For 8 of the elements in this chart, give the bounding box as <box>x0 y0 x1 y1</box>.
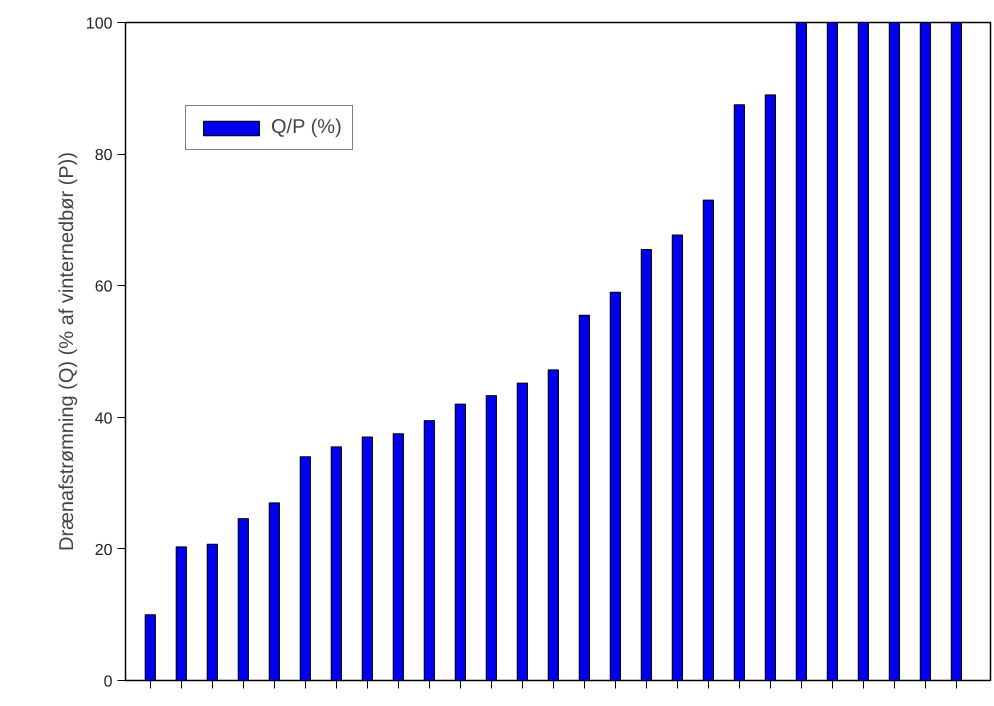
y-tick-label: 40 <box>94 410 113 428</box>
y-tick-label: 60 <box>94 278 113 296</box>
y-axis-title: Drænafstrømning (Q) (% af vinternedbør (P)) <box>56 152 78 551</box>
y-tick-label: 100 <box>86 16 113 32</box>
y-tick-label: 0 <box>104 674 113 690</box>
legend-label: Q/P (%) <box>271 116 342 139</box>
y-tick-label: 20 <box>94 542 113 559</box>
y-tick-label: 80 <box>94 147 113 164</box>
